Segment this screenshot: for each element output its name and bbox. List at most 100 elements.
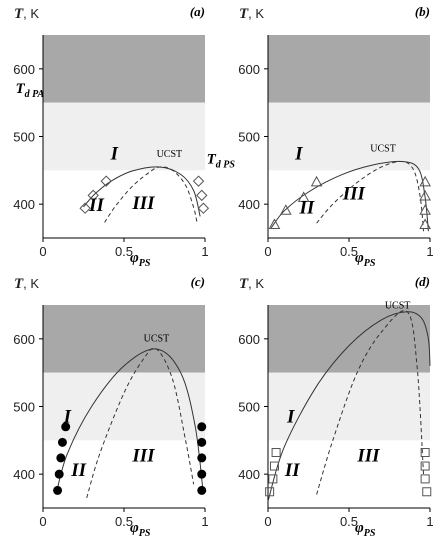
data-point	[279, 204, 292, 215]
annotation: II	[298, 198, 314, 219]
data-point	[268, 474, 278, 484]
y-tick-label: 500	[238, 400, 260, 415]
annotation: II	[284, 460, 300, 481]
annotation: UCST	[370, 143, 396, 154]
x-label-sub: PS	[139, 528, 151, 539]
data-point	[197, 469, 207, 479]
annotation-text: II	[88, 195, 104, 216]
x-tick-label: 0.5	[115, 244, 133, 259]
y-axis-label: T, K	[239, 6, 264, 22]
annotation-sub: d PS	[216, 160, 236, 171]
y-tick-label: 600	[13, 62, 35, 77]
panel-label: (b)	[415, 4, 430, 19]
phase-curve	[104, 166, 198, 223]
data-point	[192, 175, 205, 187]
y-label-unit: , K	[248, 276, 264, 291]
data-point	[54, 469, 64, 479]
phase-band	[43, 35, 205, 103]
data-point	[265, 487, 275, 497]
panel-label: (a)	[190, 4, 205, 19]
data-point	[100, 175, 112, 187]
x-axis-label: φPS	[355, 250, 376, 269]
y-tick-label: 500	[238, 130, 260, 145]
y-axis-label: T, K	[239, 276, 264, 292]
annotation: I	[63, 407, 72, 428]
data-point	[419, 190, 431, 201]
phase-curve	[55, 348, 204, 495]
x-axis-label: φPS	[130, 250, 151, 269]
data-point	[419, 175, 431, 187]
annotation-sub: d PA	[25, 89, 45, 100]
data-point	[87, 189, 99, 202]
annotation-text: T	[207, 152, 217, 168]
y-tick-label: 600	[238, 62, 260, 77]
data-point	[268, 218, 281, 229]
x-label-symbol: φ	[130, 520, 139, 536]
x-label-sub: PS	[364, 528, 376, 539]
x-label-symbol: φ	[355, 250, 364, 266]
x-tick-label: 0.5	[115, 514, 133, 529]
annotation-text: III	[131, 193, 155, 214]
data-point	[419, 204, 431, 215]
x-tick-label: 0	[39, 244, 46, 259]
phase-band	[43, 372, 205, 441]
annotation: I	[110, 144, 119, 165]
data-point	[420, 474, 430, 484]
annotation-text: UCST	[385, 300, 411, 311]
y-tick-label: 500	[13, 130, 35, 145]
y-tick-label: 400	[13, 197, 35, 212]
data-point	[420, 448, 430, 458]
y-tick-label: 400	[238, 197, 260, 212]
x-tick-label: 1	[426, 514, 433, 529]
annotation: III	[131, 193, 155, 214]
annotation-text: III	[131, 445, 155, 466]
y-label-symbol: T	[14, 276, 24, 292]
annotation-text: I	[63, 407, 72, 428]
annotation: III	[342, 183, 366, 204]
annotation: I	[286, 407, 295, 428]
y-axis-label: T, K	[14, 6, 39, 22]
y-tick-label: 600	[238, 332, 260, 347]
phase-band	[43, 102, 205, 171]
annotation: II	[70, 460, 86, 481]
x-tick-label: 0	[264, 514, 271, 529]
annotation: UCST	[157, 149, 183, 160]
annotation: III	[356, 445, 380, 466]
x-tick-label: 0.5	[340, 244, 358, 259]
annotation: Td PS	[207, 152, 236, 171]
annotation-text: I	[110, 144, 119, 165]
panel-label: (c)	[191, 274, 205, 289]
annotation-text: UCST	[157, 149, 183, 160]
y-tick-label: 500	[13, 400, 35, 415]
x-axis-label: φPS	[130, 520, 151, 539]
x-tick-label: 0.5	[340, 514, 358, 529]
y-label-symbol: T	[14, 6, 24, 22]
x-tick-label: 1	[201, 514, 208, 529]
annotation-text: II	[298, 198, 314, 219]
x-tick-label: 1	[426, 244, 433, 259]
annotation-text: T	[15, 81, 25, 97]
x-tick-label: 0	[264, 244, 271, 259]
y-axis-label: T, K	[14, 276, 39, 292]
phase-curve	[316, 160, 425, 232]
annotation: I	[294, 144, 303, 165]
y-label-unit: , K	[248, 6, 264, 21]
panel-label: (d)	[415, 274, 430, 289]
annotation: III	[131, 445, 155, 466]
annotation-text: II	[284, 460, 300, 481]
x-axis-label: φPS	[355, 520, 376, 539]
y-label-symbol: T	[239, 276, 249, 292]
data-point	[271, 448, 281, 458]
annotation-text: II	[70, 460, 86, 481]
data-point	[297, 191, 310, 202]
phase-curve	[86, 347, 195, 498]
annotation-text: III	[342, 183, 366, 204]
x-label-sub: PS	[364, 258, 376, 269]
phase-band	[268, 102, 430, 171]
annotation: Td PA	[15, 81, 44, 100]
annotation: UCST	[144, 334, 170, 345]
phase-curve	[267, 311, 431, 502]
data-point	[197, 437, 207, 447]
